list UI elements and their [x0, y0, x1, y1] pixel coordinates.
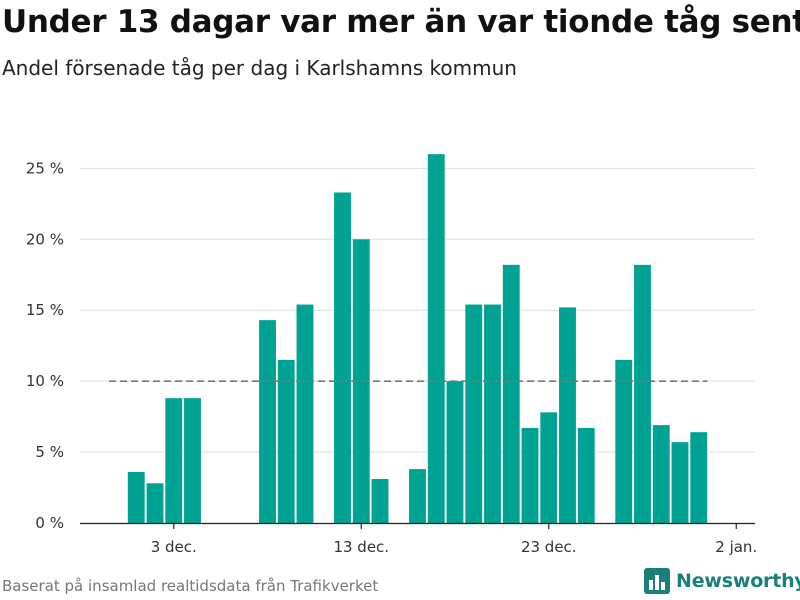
y-tick-label: 10 %	[26, 372, 64, 390]
bar	[540, 412, 558, 523]
bar	[296, 304, 314, 523]
y-tick-label: 15 %	[26, 301, 64, 319]
bar	[277, 359, 295, 523]
y-tick-label: 5 %	[35, 443, 64, 461]
bar	[259, 320, 276, 523]
bar	[352, 239, 370, 523]
bar	[634, 264, 651, 523]
bar	[371, 479, 389, 523]
bar	[334, 192, 351, 524]
bar	[559, 307, 576, 523]
chart-title: Under 13 dagar var mer än var tionde tåg…	[2, 4, 800, 40]
bar	[615, 359, 633, 523]
bar	[127, 471, 145, 523]
bar	[446, 381, 464, 523]
logo-wordmark: Newsworthy	[676, 570, 800, 592]
bar	[671, 442, 689, 523]
newsworthy-bar-chart-logo-icon	[644, 568, 670, 594]
bar	[502, 264, 520, 523]
x-tick-label: 2 jan.	[715, 538, 757, 556]
bar	[484, 304, 501, 523]
bar	[146, 483, 164, 523]
x-tick-label: 13 dec.	[333, 538, 389, 556]
bar	[690, 432, 708, 523]
bar	[165, 398, 183, 523]
x-tick-label: 23 dec.	[521, 538, 577, 556]
y-tick-label: 20 %	[26, 230, 64, 248]
chart-subtitle: Andel försenade tåg per dag i Karlshamns…	[2, 56, 517, 80]
bar	[521, 427, 539, 523]
y-tick-label: 25 %	[26, 159, 64, 177]
bar	[184, 398, 201, 523]
axes: 0 % 5 % 10 % 15 % 20 % 25 % 3 dec. 13 dec. 23 de…	[26, 159, 757, 556]
bar	[652, 425, 670, 523]
bars	[127, 154, 708, 524]
y-tick-label: 0 %	[35, 514, 64, 532]
bar	[427, 154, 445, 523]
bar	[409, 469, 426, 523]
bar	[465, 304, 483, 523]
bar	[577, 427, 595, 523]
source-note: Baserat på insamlad realtidsdata från Tr…	[2, 577, 379, 595]
x-tick-label: 3 dec.	[151, 538, 197, 556]
newsworthy-logo[interactable]: Newsworthy	[644, 568, 800, 594]
